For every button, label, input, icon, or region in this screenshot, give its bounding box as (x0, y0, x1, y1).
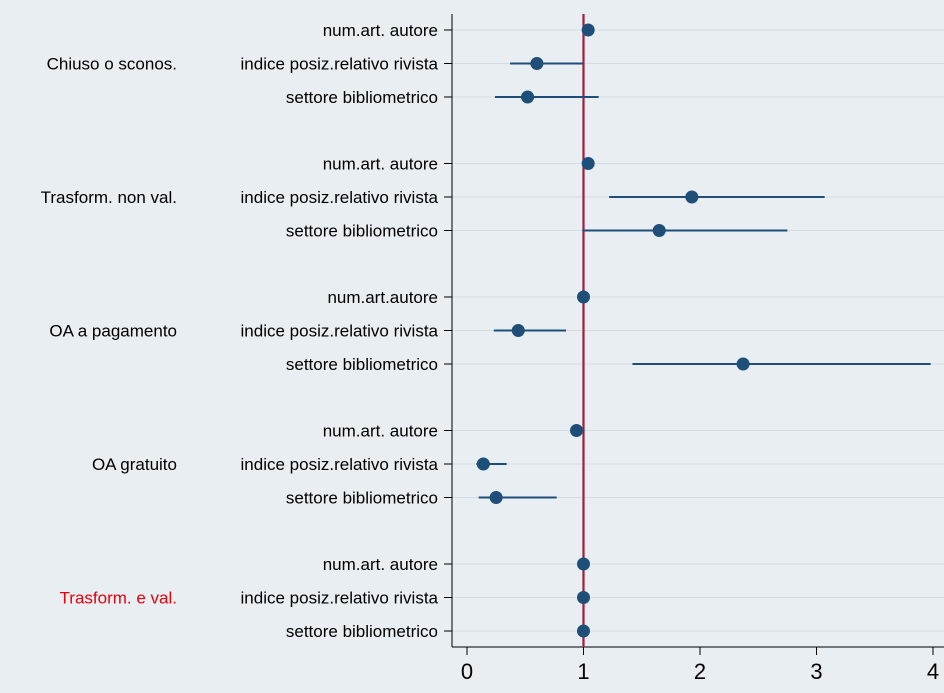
estimate-marker (685, 190, 699, 204)
row-label: indice posiz.relativo rivista (241, 322, 439, 341)
row-label: num.art.autore (327, 288, 438, 307)
estimate-marker (581, 23, 595, 37)
estimate-marker (530, 57, 544, 70)
point-layer (476, 23, 750, 638)
row-label: settore bibliometrico (286, 622, 438, 641)
row-label: indice posiz.relativo rivista (241, 589, 439, 608)
estimate-marker (581, 157, 595, 170)
estimate-marker (476, 457, 490, 471)
row-label: num.art. autore (323, 21, 438, 40)
group-label: OA a pagamento (49, 322, 177, 341)
row-label: num.art. autore (323, 422, 438, 441)
estimate-marker (577, 591, 590, 604)
row-label: settore bibliometrico (286, 88, 438, 107)
estimate-marker (577, 624, 590, 638)
estimate-marker (570, 424, 584, 437)
x-tick-label: 0 (461, 659, 473, 684)
row-label: indice posiz.relativo rivista (241, 188, 439, 207)
x-tick-label: 2 (694, 659, 706, 684)
row-label: settore bibliometrico (286, 355, 438, 374)
estimate-marker (652, 224, 666, 237)
x-tick-label: 3 (810, 659, 822, 684)
x-tick-label: 4 (927, 659, 939, 684)
row-label: settore bibliometrico (286, 222, 438, 241)
x-tick-label: 1 (577, 659, 589, 684)
axis-layer: 0 1 2 3 4 (444, 14, 944, 684)
group-label: OA gratuito (92, 455, 177, 474)
estimate-marker (489, 491, 503, 504)
row-label: indice posiz.relativo rivista (241, 455, 439, 474)
estimate-marker (577, 557, 590, 571)
estimate-marker (521, 90, 535, 104)
group-label: Chiuso o sconos. (47, 55, 177, 74)
group-label: Trasform. e val. (60, 589, 177, 608)
estimate-marker (577, 290, 590, 304)
row-label: num.art. autore (323, 555, 438, 574)
row-label: settore bibliometrico (286, 489, 438, 508)
estimate-marker (736, 357, 750, 371)
row-label: num.art. autore (323, 155, 438, 174)
label-layer: num.art. autore indice posiz.relativo riv… (41, 21, 439, 641)
estimate-marker (511, 324, 525, 337)
group-label: Trasform. non val. (41, 188, 177, 207)
row-label: indice posiz.relativo rivista (241, 55, 439, 74)
